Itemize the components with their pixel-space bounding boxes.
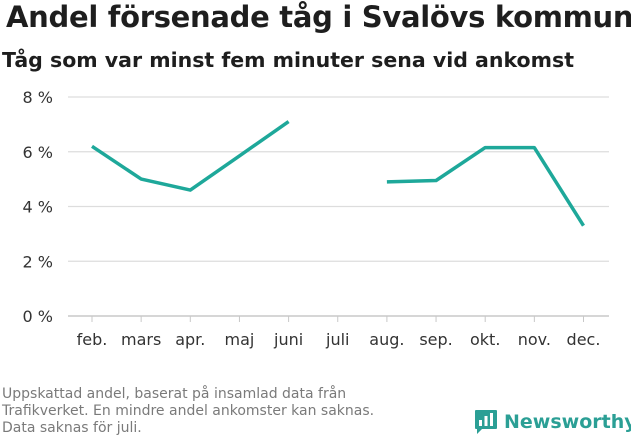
footnote: Uppskattad andel, baserat på insamlad da… [2, 386, 374, 437]
chart-title: Andel försenade tåg i Svalövs kommun [6, 0, 631, 34]
x-tick-label: okt. [470, 330, 500, 349]
x-tick-label: aug. [369, 330, 404, 349]
x-tick-label: feb. [77, 330, 108, 349]
footnote-line: Uppskattad andel, baserat på insamlad da… [2, 386, 347, 402]
y-tick-label: 2 % [23, 252, 53, 271]
gridlines [68, 96, 609, 317]
x-tick-label: mars [121, 330, 161, 349]
y-tick-label: 0 % [23, 307, 53, 326]
series-line [91, 120, 290, 192]
x-tick-label: juni [273, 330, 303, 349]
x-tick-label: juli [325, 330, 349, 349]
logo-text: Newsworthy [504, 411, 631, 433]
series-line [386, 145, 585, 227]
bar-chart-speech-bubble-icon [475, 410, 497, 434]
chart-subtitle: Tåg som var minst fem minuter sena vid a… [2, 48, 575, 72]
x-axis-ticks: feb. mars apr. maj juni juli aug. sep. okt. nov. d… [77, 316, 601, 349]
x-tick-label: dec. [567, 330, 601, 349]
newsworthy-logo: Newsworthy [474, 409, 631, 435]
x-tick-label: apr. [175, 330, 205, 349]
y-tick-label: 6 % [23, 143, 53, 162]
y-tick-label: 8 % [23, 88, 53, 107]
footnote-line: Trafikverket. En mindre andel ankomster … [2, 403, 375, 419]
series-lines [91, 120, 585, 227]
x-tick-label: maj [225, 330, 255, 349]
y-axis-ticks: 0 % 2 % 4 % 6 % 8 % [23, 88, 53, 326]
y-tick-label: 4 % [23, 198, 53, 217]
x-tick-label: nov. [518, 330, 551, 349]
footnote-line: Data saknas för juli. [2, 420, 142, 436]
x-tick-label: sep. [419, 330, 452, 349]
